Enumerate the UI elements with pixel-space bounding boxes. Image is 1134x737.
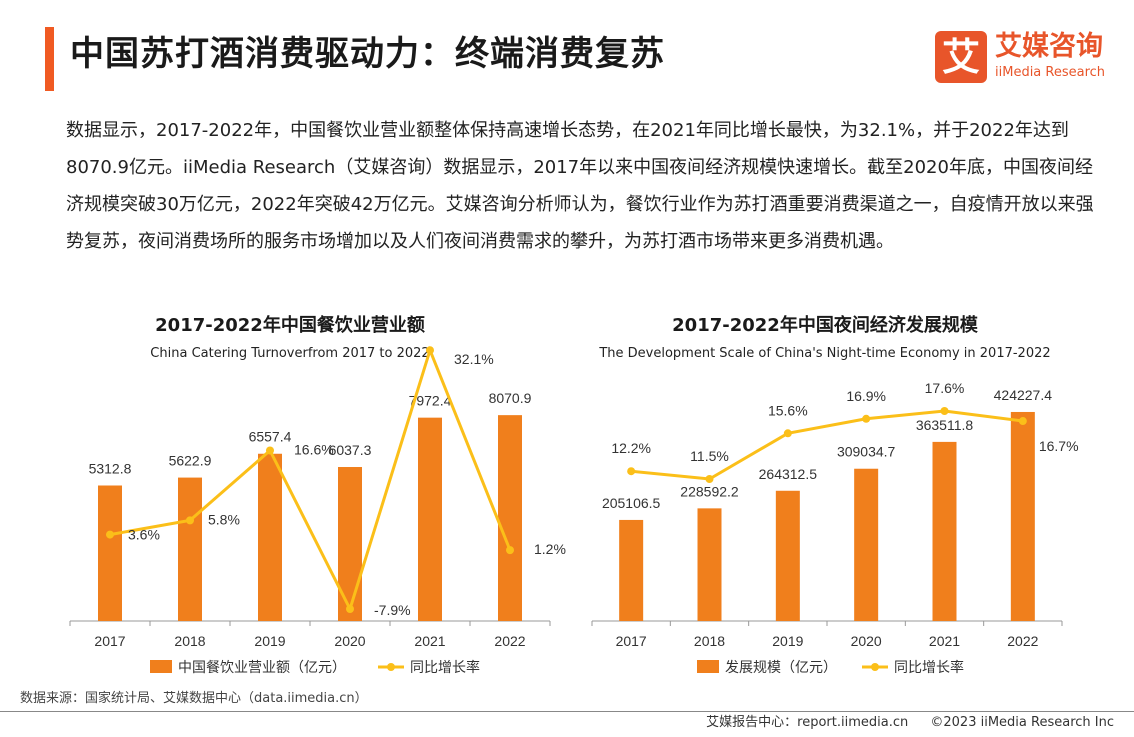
chart1-bar bbox=[338, 467, 362, 621]
chart1-subtitle: China Catering Turnoverfrom 2017 to 2022 bbox=[150, 346, 430, 361]
chart1-legend-bar-swatch bbox=[150, 660, 172, 673]
chart2-title: 2017-2022年中国夜间经济发展规模 bbox=[672, 315, 978, 336]
logo-mark-icon: 艾 bbox=[935, 31, 987, 83]
chart1-bar bbox=[178, 477, 202, 621]
chart2-x-tick-label: 2019 bbox=[772, 633, 803, 649]
chart2-bar bbox=[854, 468, 879, 621]
chart2-bar bbox=[932, 441, 957, 621]
chart1-x-tick-label: 2018 bbox=[174, 633, 205, 649]
chart2-growth-label: 16.9% bbox=[846, 388, 886, 404]
chart1-bar bbox=[98, 485, 122, 621]
chart2-growth-label: 11.5% bbox=[690, 448, 729, 464]
chart2-x-tick-label: 2017 bbox=[616, 633, 647, 649]
chart1-legend-line-label: 同比增长率 bbox=[410, 659, 480, 676]
chart2-bar bbox=[1010, 411, 1035, 621]
chart2-growth-point bbox=[1018, 417, 1027, 426]
footer-report-center: 艾媒报告中心：report.iimedia.cn bbox=[706, 715, 909, 730]
chart2-bar bbox=[697, 508, 722, 621]
chart2-bar-label: 363511.8 bbox=[916, 417, 974, 433]
chart2-bar-label: 264312.5 bbox=[759, 466, 818, 482]
chart2-bar bbox=[619, 519, 644, 621]
chart1-bar bbox=[498, 415, 522, 621]
chart2-growth-line bbox=[631, 409, 1024, 481]
chart1-growth-point bbox=[266, 446, 274, 455]
chart2-x-tick-label: 2022 bbox=[1007, 633, 1038, 649]
chart2-growth-point bbox=[783, 429, 792, 438]
chart2-growth-label: 12.2% bbox=[611, 440, 651, 456]
chart2-growth-label: 15.6% bbox=[768, 402, 808, 418]
chart1-x-tick-label: 2017 bbox=[94, 633, 125, 649]
chart1-bar-label: 5622.9 bbox=[169, 453, 212, 469]
chart2-legend-bar-label: 发展规模（亿元） bbox=[725, 660, 837, 676]
chart2-x-tick-label: 2018 bbox=[694, 633, 725, 649]
chart2-growth-point bbox=[940, 406, 949, 415]
chart1-x-tick-label: 2021 bbox=[414, 633, 445, 649]
chart2-bar-label: 228592.2 bbox=[680, 483, 739, 499]
chart1-growth-point bbox=[426, 346, 434, 355]
chart2-growth-point bbox=[705, 475, 714, 483]
page-title: 中国苏打酒消费驱动力：终端消费复苏 bbox=[70, 34, 665, 74]
chart1-bar-label: 6557.4 bbox=[249, 429, 292, 445]
chart1-growth-label: 1.2% bbox=[534, 541, 566, 557]
chart1-growth-point bbox=[186, 516, 194, 525]
chart2-subtitle: The Development Scale of China's Night-t… bbox=[599, 346, 1051, 361]
chart1-bar-label: 6037.3 bbox=[329, 442, 372, 458]
footer-copyright: ©2023 iiMedia Research Inc bbox=[930, 715, 1114, 730]
chart2-growth-point bbox=[627, 467, 636, 476]
chart2-growth-label: 16.7% bbox=[1039, 438, 1079, 454]
chart2-bar-label: 309034.7 bbox=[837, 444, 896, 460]
chart2-x-tick-label: 2020 bbox=[851, 633, 882, 649]
chart2-bar-label: 424227.4 bbox=[994, 387, 1053, 403]
chart1-bar bbox=[258, 453, 282, 621]
title-accent-bar bbox=[45, 27, 54, 91]
chart1-growth-point bbox=[346, 605, 354, 613]
chart2-legend-bar-swatch bbox=[697, 660, 719, 673]
chart1-x-tick-label: 2020 bbox=[334, 633, 365, 649]
chart1-growth-point bbox=[106, 530, 114, 539]
chart1-x-tick-label: 2019 bbox=[254, 633, 285, 649]
data-source: 数据来源：国家统计局、艾媒数据中心（data.iimedia.cn） bbox=[20, 691, 368, 706]
chart1-bar-label: 8070.9 bbox=[489, 390, 532, 406]
logo-chinese-name: 艾媒咨询 bbox=[995, 31, 1103, 62]
logo-english-name: iiMedia Research bbox=[995, 65, 1106, 80]
footer: 艾媒报告中心：report.iimedia.cn ©2023 iiMedia R… bbox=[688, 713, 1114, 733]
chart2-bar-label: 205106.5 bbox=[602, 495, 661, 511]
summary-paragraph: 数据显示，2017-2022年，中国餐饮业营业额整体保持高速增长态势，在2021… bbox=[66, 120, 1094, 252]
chart2-growth-label: 17.6% bbox=[925, 380, 965, 396]
chart1-legend-bar-label: 中国餐饮业营业额（亿元） bbox=[178, 660, 346, 676]
brand-logo: 艾 艾媒咨询 iiMedia Research bbox=[935, 31, 1115, 85]
chart1-growth-label: 5.8% bbox=[208, 511, 240, 527]
chart2-x-tick-label: 2021 bbox=[929, 633, 960, 649]
chart2-legend-line-marker bbox=[871, 663, 879, 671]
chart1-growth-label: 32.1% bbox=[454, 351, 494, 367]
chart1-growth-label: 16.6% bbox=[294, 441, 334, 457]
chart2-legend-line-label: 同比增长率 bbox=[894, 659, 964, 676]
chart2-growth-point bbox=[862, 414, 871, 423]
chart1-bar-label: 5312.8 bbox=[89, 460, 132, 476]
chart1-bar-label: 7972.4 bbox=[409, 393, 452, 409]
chart1-growth-label: 3.6% bbox=[128, 527, 160, 543]
chart1-growth-point bbox=[506, 546, 514, 555]
chart1-x-tick-label: 2022 bbox=[494, 633, 525, 649]
chart1-bar bbox=[418, 417, 442, 621]
chart1-legend-line-marker bbox=[387, 663, 395, 671]
chart1-growth-line bbox=[109, 345, 512, 613]
footer-divider bbox=[0, 711, 1134, 712]
chart2-bar bbox=[775, 490, 800, 621]
chart1-growth-label: -7.9% bbox=[374, 602, 411, 618]
chart1-title: 2017-2022年中国餐饮业营业额 bbox=[155, 315, 425, 336]
